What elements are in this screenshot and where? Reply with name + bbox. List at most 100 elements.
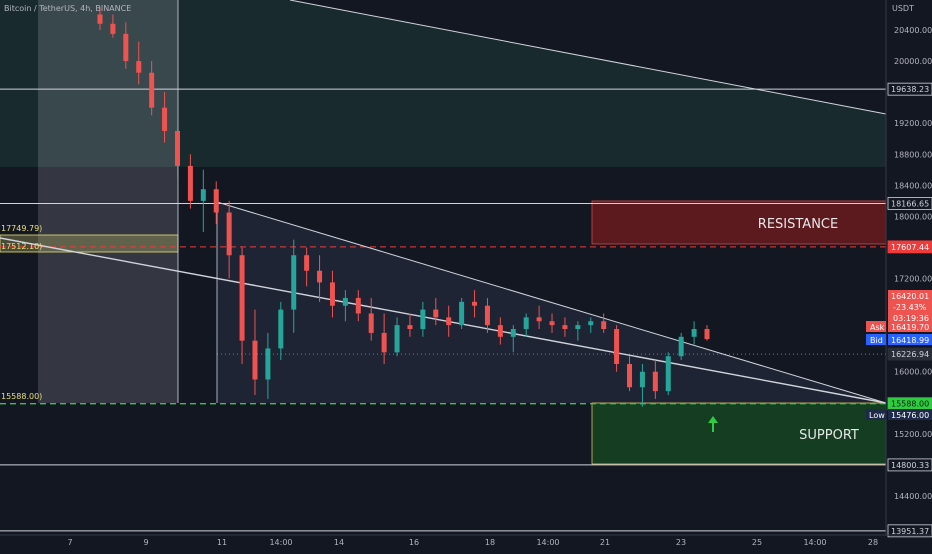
candle-body bbox=[187, 165, 193, 201]
candle-body bbox=[665, 356, 671, 392]
price-level-value: 15588.00 bbox=[891, 400, 929, 409]
price-tick-label: 16000.00 bbox=[894, 368, 932, 377]
candle-body bbox=[291, 255, 297, 310]
candle-body bbox=[704, 329, 710, 340]
candle-body bbox=[226, 212, 232, 256]
candle-body bbox=[355, 297, 361, 314]
candle-body bbox=[691, 329, 697, 337]
price-tick-label: 15200.00 bbox=[894, 430, 932, 439]
time-tick-label: 14:00 bbox=[269, 538, 292, 547]
price-level-labels: 19638.23 18166.65 17607.44 16226.94 15588.00… bbox=[887, 82, 932, 538]
price-tick-label: 20400.00 bbox=[894, 26, 932, 35]
candle-body bbox=[149, 72, 155, 108]
bid-value: 16418.99 bbox=[891, 336, 929, 345]
price-tick-label: 20000.00 bbox=[894, 57, 932, 66]
candle-body bbox=[601, 321, 607, 330]
symbol-title[interactable]: Bitcoin / TetherUS, 4h, BINANCE bbox=[4, 4, 132, 13]
candle-body bbox=[562, 325, 568, 330]
price-level-value: 17607.44 bbox=[891, 243, 929, 252]
triangle-top-line bbox=[216, 201, 887, 404]
currency-label: USDT bbox=[892, 4, 914, 13]
price-tick-label: 14400.00 bbox=[894, 492, 932, 501]
price-tick-label: 18400.00 bbox=[894, 181, 932, 190]
price-tick-label: 18000.00 bbox=[894, 212, 932, 221]
candle-body bbox=[110, 23, 116, 34]
support-zone[interactable] bbox=[591, 402, 887, 465]
candle-body bbox=[162, 107, 168, 131]
candle-body bbox=[213, 189, 219, 213]
candle-body bbox=[123, 33, 129, 62]
resistance-zone[interactable] bbox=[591, 200, 887, 245]
candle-body bbox=[97, 14, 103, 24]
low-marker: Low 15476.00 bbox=[866, 409, 932, 420]
time-axis[interactable] bbox=[0, 535, 886, 550]
time-tick-label: 16 bbox=[409, 538, 419, 547]
candle-body bbox=[510, 329, 516, 337]
candle-body bbox=[588, 321, 594, 326]
price-level-tag bbox=[887, 82, 932, 96]
candle-body bbox=[368, 313, 374, 333]
horizontal-levels bbox=[0, 88, 886, 532]
time-tick-label: 14:00 bbox=[803, 538, 826, 547]
price-change-value: -23.43% bbox=[893, 303, 927, 312]
candle-body bbox=[420, 309, 426, 330]
candle-body bbox=[459, 301, 465, 326]
time-tick-label: 25 bbox=[752, 538, 762, 547]
candle-body bbox=[472, 301, 478, 306]
price-level-value: 14800.33 bbox=[891, 461, 929, 470]
candle-body bbox=[381, 332, 387, 353]
left-label-upper: 17749.79) bbox=[1, 224, 42, 233]
price-level-tag bbox=[887, 458, 932, 472]
time-tick-label: 18 bbox=[485, 538, 495, 547]
price-level-tag bbox=[887, 347, 932, 361]
bid-marker: Bid 16418.99 bbox=[866, 334, 932, 345]
descending-channel-fill bbox=[0, 0, 886, 167]
price-level-tag bbox=[887, 240, 932, 254]
candle-body bbox=[304, 255, 310, 271]
candle-body bbox=[329, 282, 335, 306]
time-axis-ticks: 7 9 11 14:00 14 16 18 14:00 21 23 25 14:00 28 bbox=[67, 538, 878, 547]
price-tick-label: 17200.00 bbox=[894, 275, 932, 284]
support-label: SUPPORT bbox=[799, 428, 859, 443]
candle-body bbox=[278, 309, 284, 349]
price-tick-label: 18800.00 bbox=[894, 150, 932, 159]
time-tick-label: 14:00 bbox=[536, 538, 559, 547]
support-trendline bbox=[0, 237, 887, 404]
time-tick-label: 11 bbox=[217, 538, 227, 547]
candle-body bbox=[639, 371, 645, 388]
candle-body bbox=[174, 130, 180, 166]
highlight-zone bbox=[38, 0, 178, 403]
candle-body bbox=[627, 363, 633, 388]
price-level-tag bbox=[887, 197, 932, 210]
low-label: Low bbox=[869, 411, 885, 420]
price-level-value: 19638.23 bbox=[891, 85, 929, 94]
time-tick-label: 21 bbox=[600, 538, 610, 547]
candle-body bbox=[652, 371, 658, 392]
candle-body bbox=[497, 325, 503, 337]
upper-trendline bbox=[289, 0, 887, 115]
time-tick-label: 9 bbox=[143, 538, 148, 547]
candle-body bbox=[252, 340, 258, 380]
price-level-value: 18166.65 bbox=[891, 199, 929, 208]
candle-body bbox=[484, 305, 490, 326]
candle-body bbox=[433, 309, 439, 318]
ask-marker: Ask 16419.70 bbox=[866, 321, 932, 332]
last-price-marker: 16420.01 -23.43% 03:19:36 bbox=[888, 290, 932, 325]
ask-value: 16419.70 bbox=[891, 323, 929, 332]
time-tick-label: 14 bbox=[334, 538, 344, 547]
ask-label: Ask bbox=[870, 323, 885, 332]
candle-body bbox=[614, 329, 620, 364]
candle-body bbox=[678, 336, 684, 357]
candle-body bbox=[575, 325, 581, 330]
price-level-value: 16226.94 bbox=[891, 350, 929, 359]
candle-body bbox=[200, 189, 206, 201]
candle-body bbox=[136, 61, 142, 73]
candle-body bbox=[239, 255, 245, 341]
left-label-middle: 17512.10) bbox=[1, 242, 42, 251]
left-label-lower: 15588.00) bbox=[1, 392, 42, 401]
last-price-value: 16420.01 bbox=[891, 292, 929, 301]
price-tick-label: 19200.00 bbox=[894, 119, 932, 128]
candle-body bbox=[317, 270, 323, 283]
